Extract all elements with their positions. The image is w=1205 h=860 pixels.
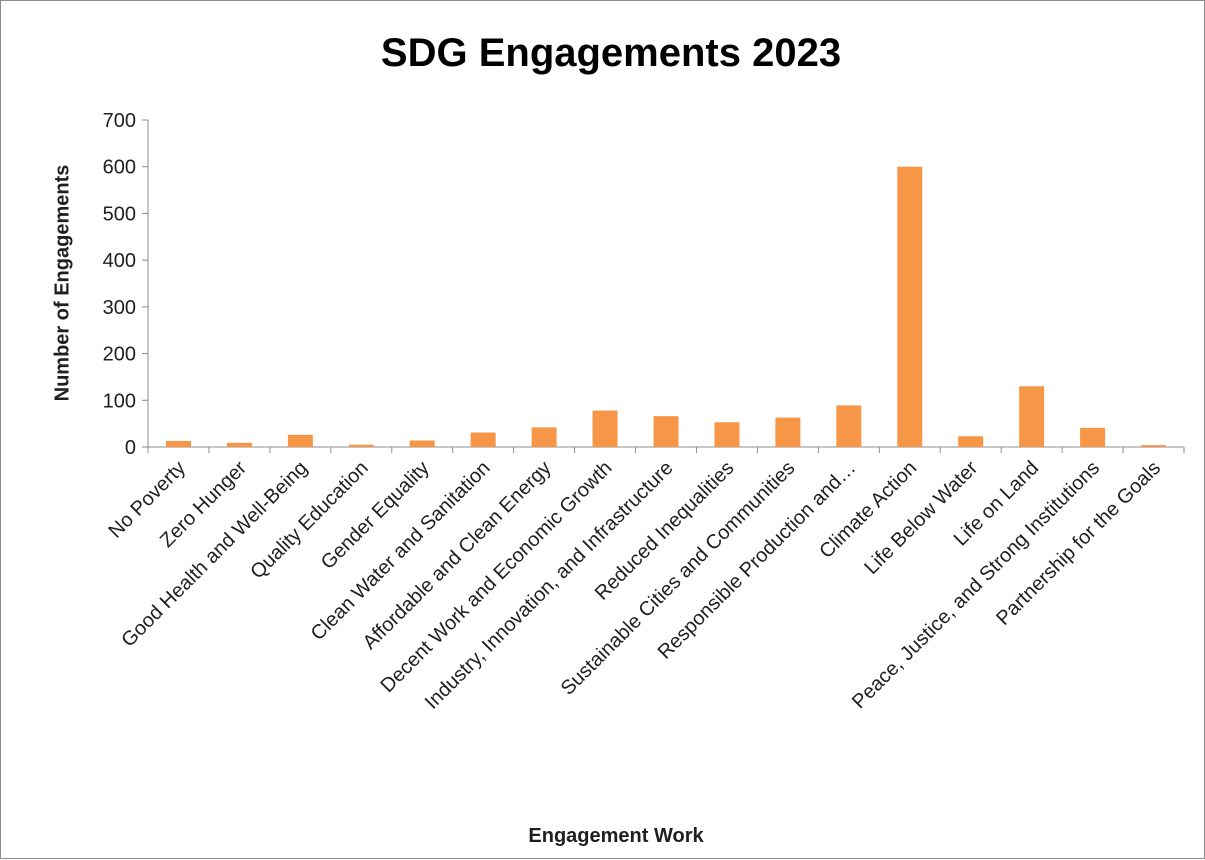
y-tick-label: 500 <box>103 203 136 225</box>
bar <box>1141 445 1167 447</box>
y-tick-label: 0 <box>125 437 136 459</box>
x-tick-label: Gender Equality <box>317 457 434 574</box>
y-tick-label: 600 <box>103 157 136 179</box>
y-tick-label: 400 <box>103 250 136 272</box>
bar <box>165 440 191 447</box>
bar <box>1019 386 1045 447</box>
bar <box>531 427 557 447</box>
y-tick-label: 100 <box>103 390 136 412</box>
bars <box>165 166 1167 447</box>
bar <box>1080 427 1106 447</box>
x-tick-label: Life Below Water <box>860 457 982 579</box>
bar <box>836 405 862 447</box>
bar <box>592 410 618 447</box>
bar <box>775 417 801 447</box>
bar <box>958 436 984 447</box>
chart-title: SDG Engagements 2023 <box>380 31 842 75</box>
y-tick-label: 700 <box>103 110 136 132</box>
y-tick-label: 200 <box>103 344 136 366</box>
bar <box>470 432 496 447</box>
bar <box>287 434 313 447</box>
bar <box>653 416 679 447</box>
bar <box>409 440 435 447</box>
x-axis-title: Engagement Work <box>528 825 704 847</box>
bar <box>348 444 374 447</box>
bar <box>897 166 923 447</box>
bar <box>714 422 740 447</box>
y-tick-label: 300 <box>103 297 136 319</box>
bar <box>226 442 252 447</box>
y-tick-labels: 0 100 200 300 400 500 600 700 <box>103 110 136 459</box>
